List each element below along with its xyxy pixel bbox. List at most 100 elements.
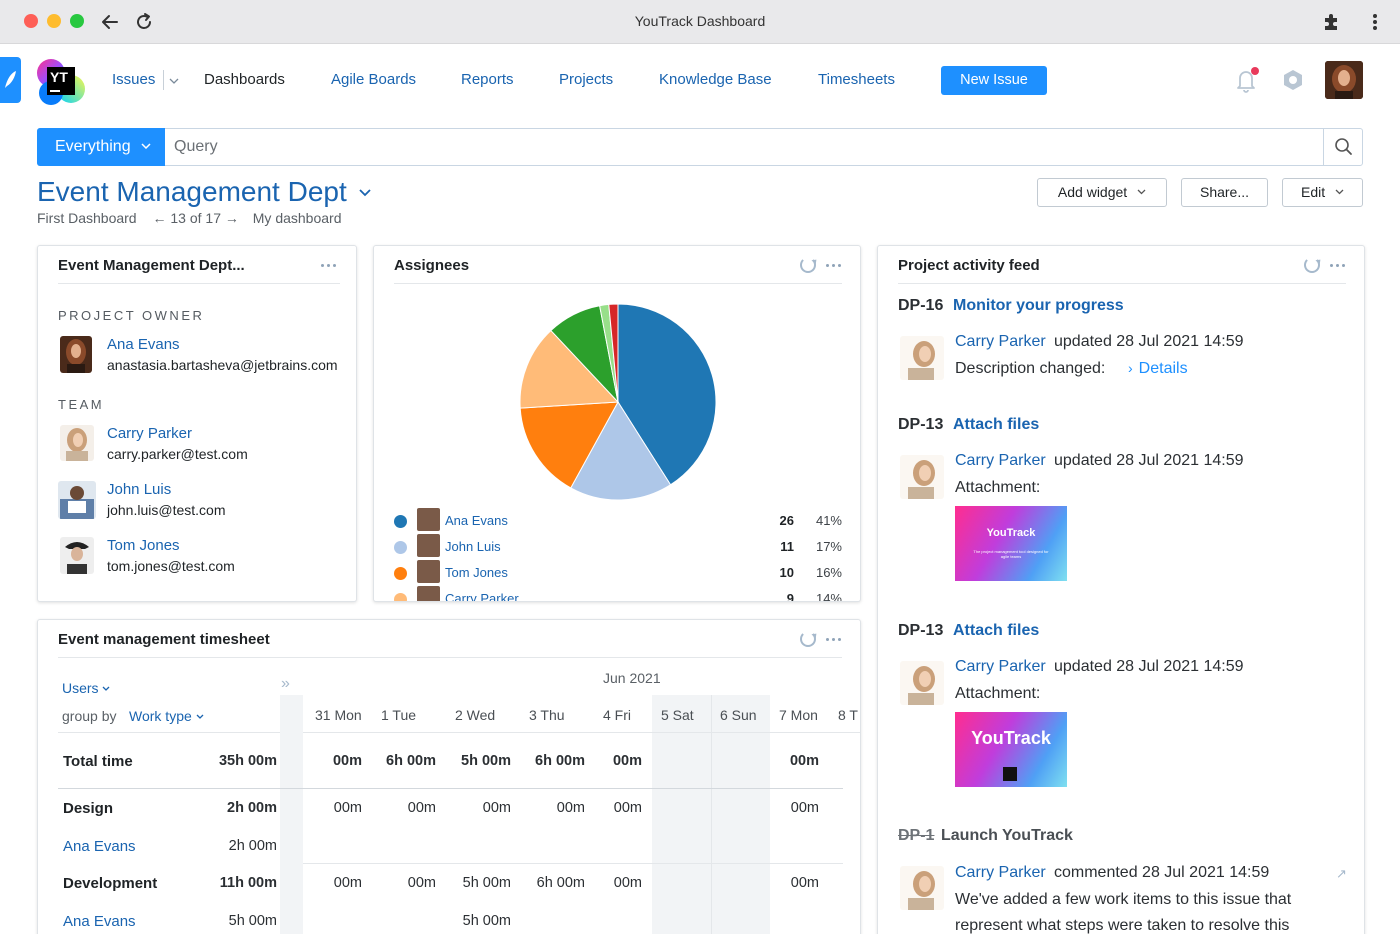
help-hexagon-icon[interactable] <box>1281 68 1305 92</box>
search-scope-dropdown[interactable]: Everything <box>37 128 165 166</box>
day-header: 31 Mon <box>315 707 362 723</box>
feed-author[interactable]: Carry Parker <box>955 658 1046 675</box>
users-dropdown[interactable]: Users <box>62 680 110 696</box>
reload-icon[interactable] <box>134 12 154 32</box>
portrait-icon <box>900 336 944 380</box>
assignee-name[interactable]: Tom Jones <box>445 565 508 580</box>
widget-menu-icon[interactable] <box>1330 264 1348 270</box>
assignee-row[interactable]: Ana Evans 26 41% <box>374 508 860 534</box>
close-window-button[interactable] <box>24 14 38 28</box>
pie-slice[interactable] <box>617 303 717 486</box>
feed-issue-title[interactable]: Monitor your progress <box>953 297 1124 314</box>
timesheet-cell: 0( <box>798 753 860 769</box>
feed-author[interactable]: Carry Parker <box>955 864 1046 881</box>
search-input[interactable] <box>166 129 1322 165</box>
refresh-icon[interactable] <box>800 631 816 647</box>
feed-issue-title[interactable]: Launch YouTrack <box>941 827 1073 844</box>
extension-puzzle-icon[interactable] <box>1321 12 1341 32</box>
edit-button[interactable]: Edit <box>1282 178 1363 207</box>
feed-issue-title[interactable]: Attach files <box>953 622 1040 639</box>
timesheet-row-label[interactable]: Ana Evans <box>63 838 136 855</box>
maximize-window-button[interactable] <box>70 14 84 28</box>
user-avatar[interactable] <box>1325 61 1363 99</box>
back-arrow-icon[interactable] <box>100 12 120 32</box>
nav-projects[interactable]: Projects <box>559 71 614 88</box>
youtrack-logo[interactable]: YT <box>37 57 85 105</box>
assignee-row[interactable]: John Luis 11 17% <box>374 534 860 560</box>
team-member-name[interactable]: John Luis <box>107 481 172 498</box>
next-arrow-icon[interactable]: → <box>224 210 239 226</box>
feed-issue-id[interactable]: DP-16 <box>898 297 944 314</box>
feed-issue-id[interactable]: DP-13 <box>898 416 944 433</box>
feed-issue-id[interactable]: DP-1 <box>898 827 935 844</box>
assignee-percent: 41% <box>815 513 842 528</box>
project-widget: Event Management Dept... PROJECT OWNER A… <box>37 245 357 602</box>
new-issue-button[interactable]: New Issue <box>941 66 1047 95</box>
widget-menu-icon[interactable] <box>826 638 844 644</box>
assignee-name[interactable]: Carry Parker <box>445 591 519 602</box>
owner-name[interactable]: Ana Evans <box>107 336 180 353</box>
nav-agile-boards[interactable]: Agile Boards <box>331 71 417 88</box>
search-icon <box>1335 138 1352 155</box>
work-type-dropdown[interactable]: Work type <box>129 708 204 724</box>
team-member-email: carry.parker@test.com <box>107 446 248 462</box>
portrait-icon <box>58 481 96 519</box>
window-title: YouTrack Dashboard <box>634 13 766 29</box>
nav-reports[interactable]: Reports <box>461 71 514 88</box>
dashboard-title[interactable]: Event Management Dept <box>37 176 371 208</box>
pie-slice[interactable] <box>570 401 672 501</box>
widget-menu-icon[interactable] <box>321 264 339 270</box>
refresh-icon[interactable] <box>800 257 816 273</box>
notification-bell-icon[interactable] <box>1234 66 1260 94</box>
feed-action: updated 28 Jul 2021 14:59 <box>1054 658 1244 675</box>
breadcrumb-first[interactable]: First Dashboard <box>37 210 137 226</box>
open-comment-icon[interactable]: ↗ <box>1336 866 1347 881</box>
details-link[interactable]: › Details <box>1128 360 1188 378</box>
nav-timesheets[interactable]: Timesheets <box>818 71 895 88</box>
attachment-thumbnail[interactable]: YouTrack The project management tool des… <box>955 506 1067 581</box>
chevron-down-icon[interactable] <box>169 78 179 84</box>
pie-slice[interactable] <box>519 329 620 409</box>
project-widget-title: Event Management Dept... <box>58 257 245 274</box>
nav-dashboards[interactable]: Dashboards <box>204 71 285 88</box>
team-member-name[interactable]: Carry Parker <box>107 425 193 442</box>
assignee-name[interactable]: John Luis <box>445 539 501 554</box>
add-widget-button[interactable]: Add widget <box>1037 178 1167 207</box>
user-portrait-icon <box>1325 61 1363 99</box>
nav-issues[interactable]: Issues <box>112 71 156 88</box>
prev-arrow-icon[interactable]: ← <box>152 210 167 226</box>
timesheet-cell: 5h 00m <box>461 753 511 769</box>
assignee-row[interactable]: Carry Parker 9 14% <box>374 586 860 602</box>
feed-author[interactable]: Carry Parker <box>955 333 1046 350</box>
assignee-row[interactable]: Tom Jones 10 16% <box>374 560 860 586</box>
timesheet-row-label[interactable]: Ana Evans <box>63 913 136 930</box>
widget-menu-icon[interactable] <box>826 264 844 270</box>
refresh-icon[interactable] <box>1304 257 1320 273</box>
nav-knowledge-base[interactable]: Knowledge Base <box>659 71 772 88</box>
feed-issue-id[interactable]: DP-13 <box>898 622 944 639</box>
feed-author[interactable]: Carry Parker <box>955 452 1046 469</box>
breadcrumb-current[interactable]: My dashboard <box>252 210 342 226</box>
day-header: 8 T <box>838 707 858 723</box>
portrait-icon <box>900 866 944 910</box>
work-type-label: Work type <box>129 708 192 724</box>
timesheet-cell: 5h 00m <box>462 875 511 891</box>
assignee-name[interactable]: Ana Evans <box>445 513 508 528</box>
edit-label: Edit <box>1300 184 1326 200</box>
team-member-name[interactable]: Tom Jones <box>107 537 180 554</box>
timesheet-cell: 00m <box>556 800 585 816</box>
portrait-icon <box>900 661 944 705</box>
search-button[interactable] <box>1323 129 1362 165</box>
expand-columns-icon[interactable]: » <box>281 675 290 692</box>
minimize-window-button[interactable] <box>47 14 61 28</box>
avatar <box>60 425 94 461</box>
feather-icon <box>5 71 16 88</box>
thumbnail-title: YouTrack <box>986 527 1036 539</box>
sidebar-toggle[interactable] <box>0 57 21 103</box>
pie-slice[interactable] <box>608 303 619 403</box>
pie-slice[interactable] <box>519 401 619 489</box>
share-button[interactable]: Share... <box>1181 178 1268 207</box>
more-menu-icon[interactable] <box>1372 12 1378 32</box>
attachment-thumbnail[interactable]: YouTrack <box>955 712 1067 787</box>
feed-issue-title[interactable]: Attach files <box>953 416 1040 433</box>
